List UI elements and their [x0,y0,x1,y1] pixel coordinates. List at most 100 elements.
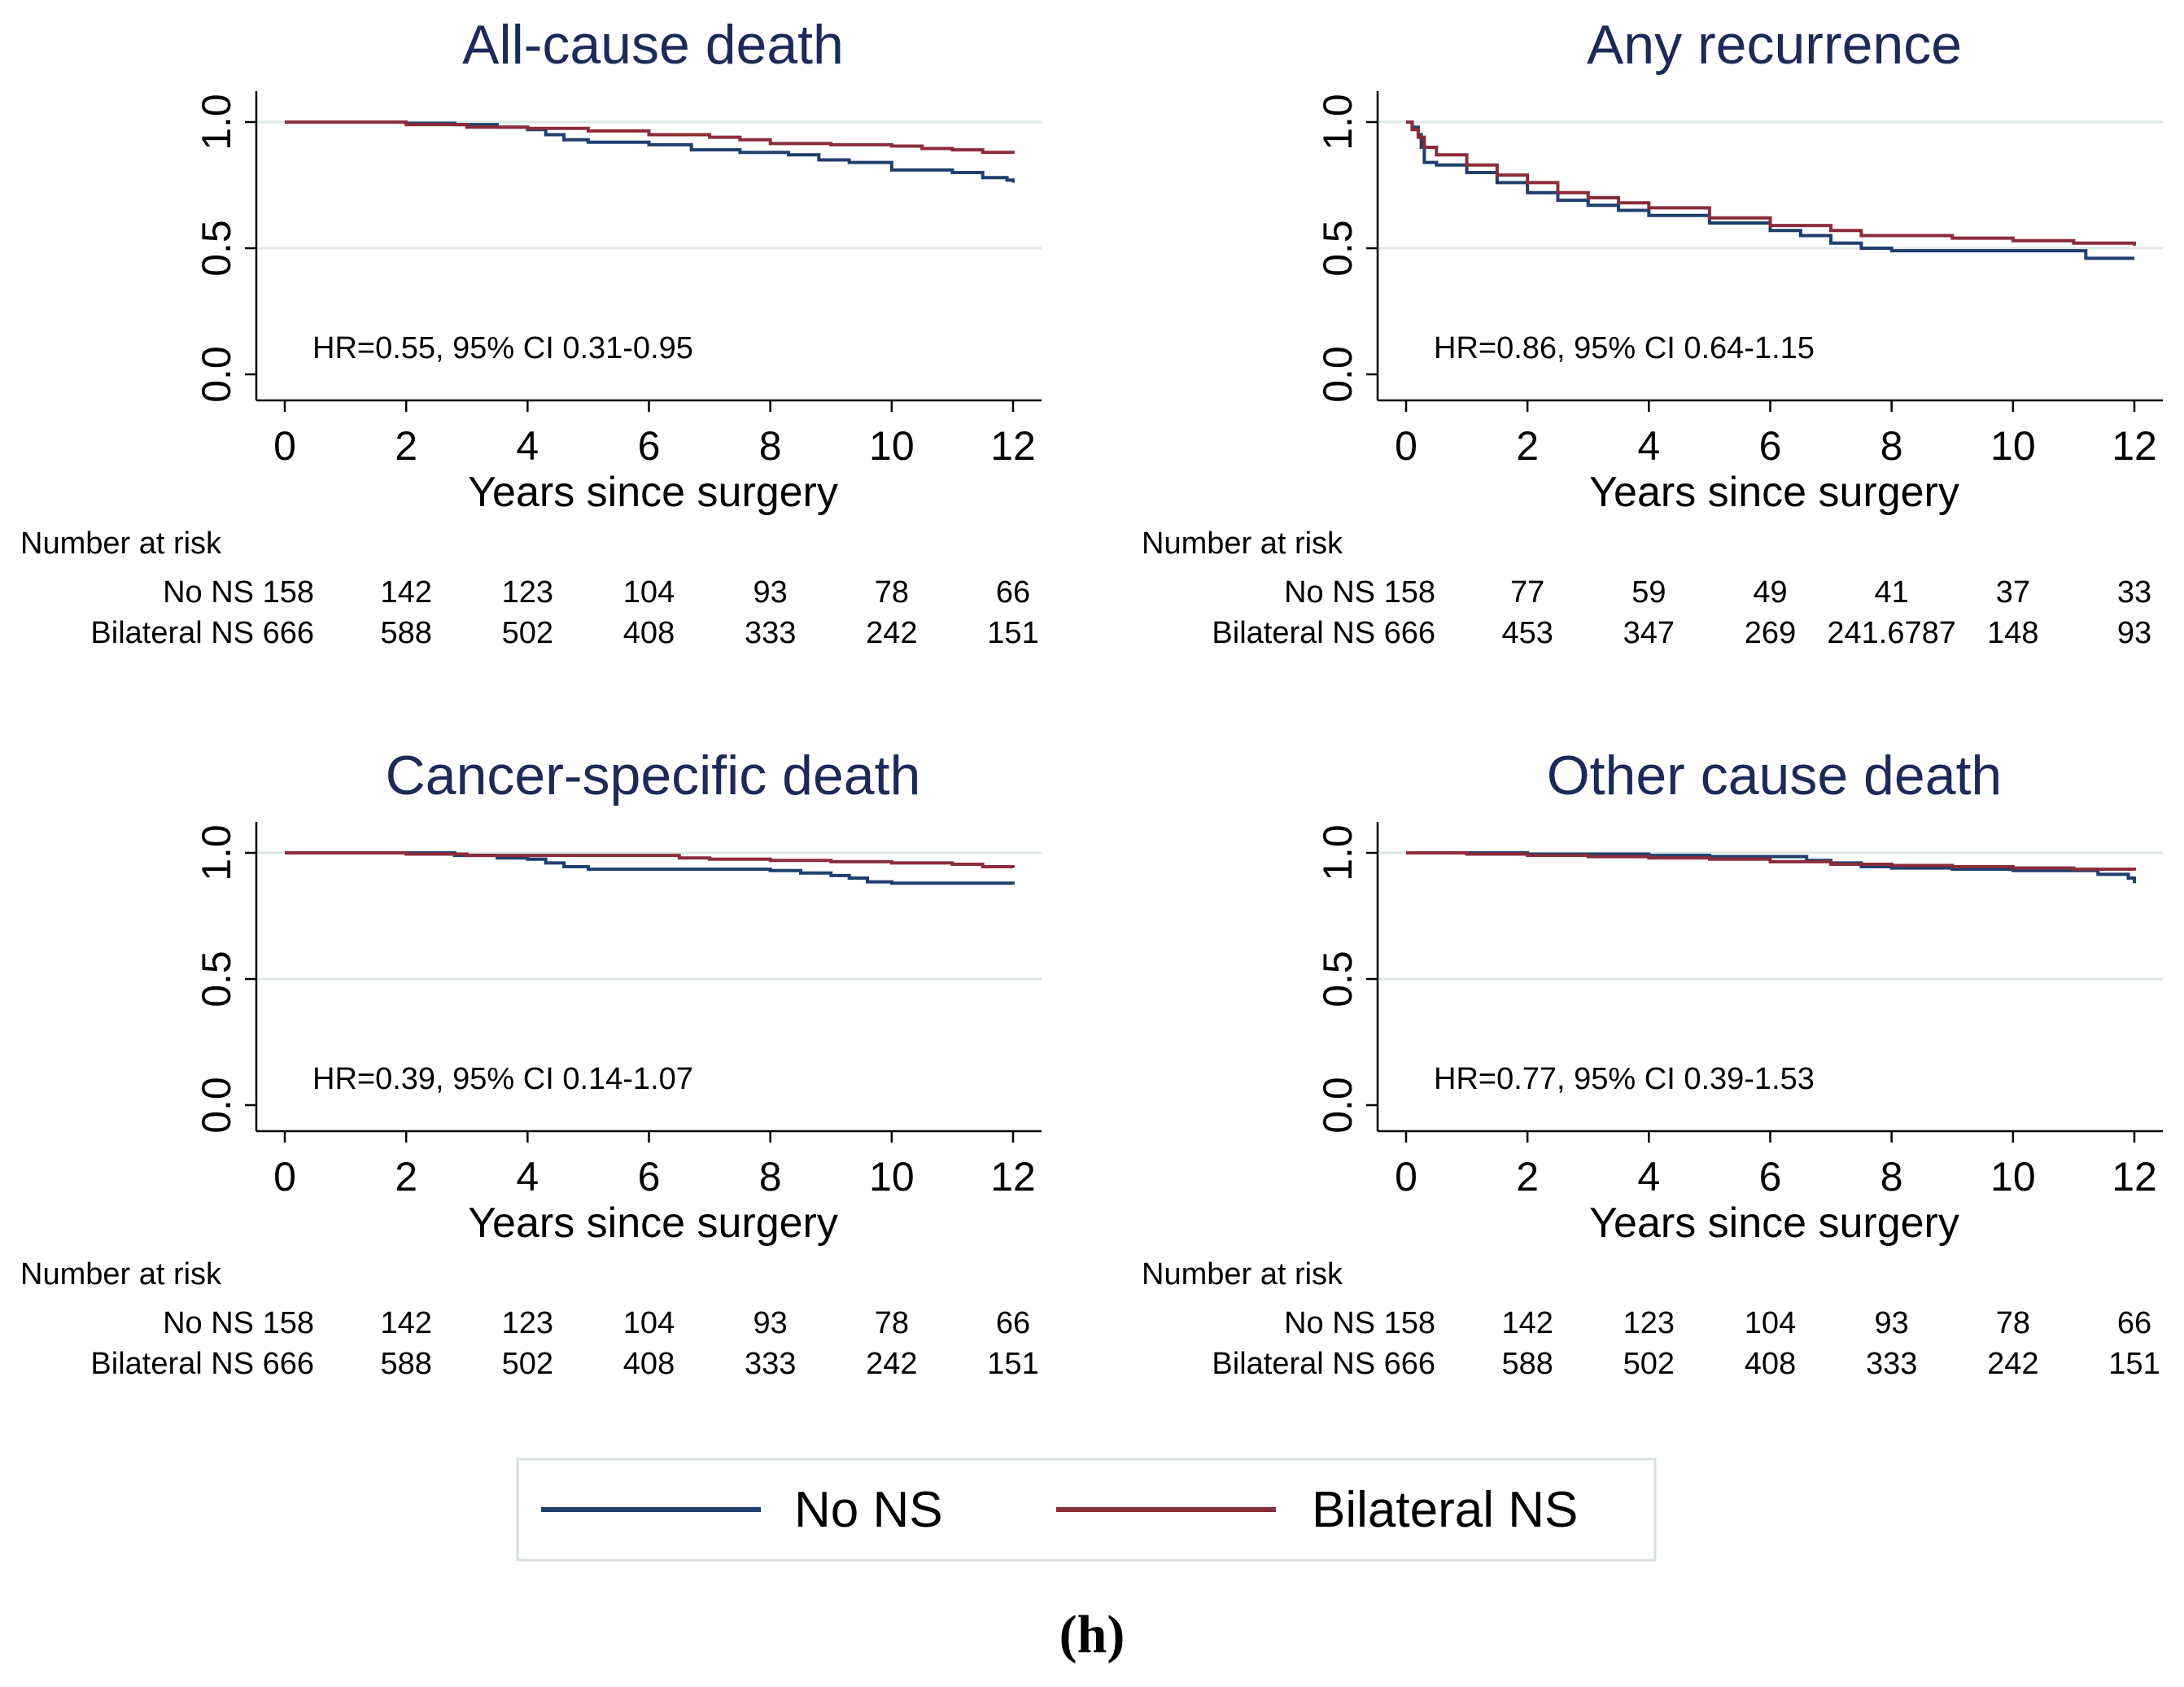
risk-value: 33 [2117,575,2151,610]
risk-value: 104 [623,1306,675,1340]
km-curve-bilateral-ns [1406,851,2136,872]
x-tick-label: 6 [1759,423,1782,469]
risk-value: 408 [1745,1347,1796,1381]
risk-value: 151 [987,616,1038,650]
x-tick-label: 6 [1759,1154,1782,1200]
risk-row-label-no-ns: No NS 158 [163,575,314,610]
x-tick-label: 10 [1990,1154,2036,1200]
x-tick-label: 0 [273,1154,296,1200]
y-tick-label: 0.5 [194,220,239,277]
risk-row-label-no-ns: No NS 158 [1284,575,1435,610]
x-tick-label: 12 [990,1154,1036,1200]
y-tick-label: 0.5 [194,951,239,1007]
risk-value: 588 [380,616,431,650]
km-curve-no-ns [285,120,1015,183]
y-tick-label: 1.0 [1315,94,1361,151]
risk-value: 148 [1987,616,2038,650]
risk-value: 142 [380,575,431,610]
risk-value: 78 [875,575,909,610]
risk-value: 453 [1501,616,1553,650]
y-tick-label: 1.0 [194,824,239,881]
x-tick-label: 0 [1395,423,1417,469]
x-axis-label: Years since surgery [468,1200,838,1247]
risk-table-header: Number at risk [20,527,222,561]
km-panels: All-cause death 0.0 0.5 1.0 0 2 4 6 8 10 12 Years s… [20,14,2163,1381]
x-tick-label: 12 [2112,423,2157,469]
risk-value: 41 [1875,575,1909,610]
risk-value: 77 [1510,575,1544,610]
x-tick-label: 8 [1880,1154,1903,1200]
x-axis-label: Years since surgery [1589,469,1959,516]
legend: No NS Bilateral NS [516,1458,1657,1562]
risk-value: 93 [753,1306,788,1340]
risk-table-header: Number at risk [1142,1257,1343,1291]
x-tick-label: 8 [759,423,782,469]
risk-row-label-no-ns: No NS 158 [163,1306,314,1340]
risk-value: 78 [1996,1306,2030,1340]
x-tick-label: 4 [1637,1154,1660,1200]
y-tick-label: 1.0 [1315,824,1361,881]
risk-value: 333 [1866,1347,1917,1381]
x-tick-label: 10 [869,1154,915,1200]
risk-value: 269 [1745,616,1796,650]
risk-value: 502 [1623,1347,1675,1381]
risk-value: 104 [623,575,675,610]
risk-value: 588 [1501,1347,1553,1381]
x-tick-label: 12 [2112,1154,2157,1200]
km-curve-bilateral-ns [285,851,1015,869]
risk-value: 408 [623,1347,675,1381]
x-tick-label: 4 [516,1154,539,1200]
y-tick-label: 0.5 [1315,951,1361,1007]
x-axis-label: Years since surgery [468,469,838,516]
chart-title: All-cause death [462,14,844,76]
risk-value: 333 [745,616,796,650]
x-tick-label: 6 [638,1154,661,1200]
risk-value: 588 [380,1347,431,1381]
risk-value: 123 [1623,1306,1675,1340]
hr-annotation: HR=0.39, 95% CI 0.14-1.07 [312,1062,693,1096]
risk-value: 49 [1753,575,1787,610]
y-tick-label: 0.0 [1315,346,1361,403]
risk-value: 93 [1875,1306,1909,1340]
risk-value: 37 [1996,575,2030,610]
risk-value: 123 [502,575,553,610]
x-tick-label: 8 [1880,423,1903,469]
risk-value: 123 [502,1306,553,1340]
risk-value: 151 [987,1347,1038,1381]
risk-value: 142 [1501,1306,1553,1340]
panel-any-recurrence: Any recurrence 0.0 0.5 1.0 0 2 4 6 8 10 12 Years si… [1142,14,2163,650]
km-curve-bilateral-ns [1406,120,2136,246]
risk-table-header: Number at risk [1142,527,1343,561]
x-tick-label: 0 [1395,1154,1417,1200]
risk-value: 333 [745,1347,796,1381]
chart-title: Cancer-specific death [386,745,921,806]
y-tick-label: 0.5 [1315,220,1361,277]
risk-table-header: Number at risk [20,1257,222,1291]
risk-value: 408 [623,616,675,650]
risk-value: 66 [996,575,1030,610]
risk-value: 502 [502,616,553,650]
risk-value: 502 [502,1347,553,1381]
risk-value: 78 [875,1306,909,1340]
x-tick-label: 4 [516,423,539,469]
x-tick-label: 4 [1637,423,1660,469]
km-curve-no-ns [285,851,1015,885]
x-tick-label: 10 [1990,423,2036,469]
panel-cancer-specific-death: Cancer-specific death 0.0 0.5 1.0 0 2 4 6 8 10 12 Y… [20,745,1042,1381]
risk-value: 66 [2117,1306,2151,1340]
risk-row-label-no-ns: No NS 158 [1284,1306,1435,1340]
x-tick-label: 6 [638,423,661,469]
x-tick-label: 12 [990,423,1036,469]
km-curve-no-ns [1406,120,2134,260]
km-curve-bilateral-ns [285,120,1015,155]
panel-other-cause-death: Other cause death 0.0 0.5 1.0 0 2 4 6 8 10 12 Years… [1142,745,2163,1381]
x-tick-label: 2 [1516,423,1539,469]
risk-value: 93 [753,575,788,610]
chart-title: Any recurrence [1587,14,1962,76]
risk-value: 104 [1745,1306,1796,1340]
x-tick-label: 8 [759,1154,782,1200]
risk-value: 93 [2117,616,2151,650]
risk-value: 241.6787 [1827,616,1956,650]
y-tick-label: 0.0 [194,346,239,403]
